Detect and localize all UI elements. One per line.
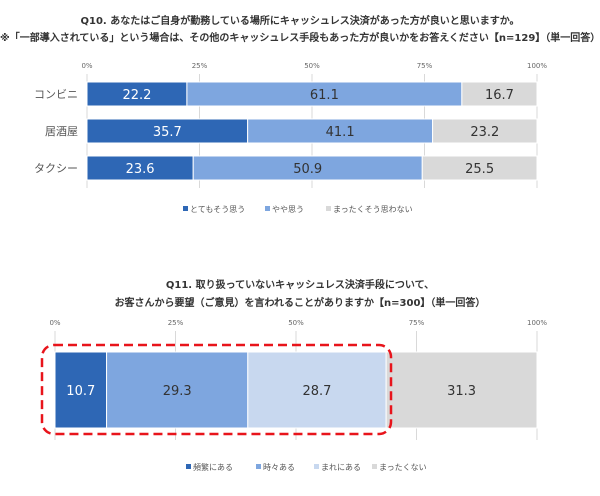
q10-title: Q10. あなたはご自身が勤務している場所にキャッシュレス決済があった方が良いと… — [80, 16, 520, 27]
category-label-0-1: 居酒屋 — [45, 125, 78, 138]
legend-label-0-1: やや思う — [272, 205, 304, 214]
legend-label-1-1: 時々ある — [263, 463, 295, 472]
bar-0-2-2 — [421, 155, 538, 181]
data-label-0-0-0: 22.2 — [122, 88, 151, 103]
tick-label-1-3: 75% — [409, 319, 425, 327]
tick-label-1-4: 100% — [527, 319, 547, 327]
legend-swatch-0-1 — [265, 206, 270, 211]
data-label-0-2-2: 25.5 — [465, 162, 494, 177]
data-label-0-0-2: 16.7 — [485, 88, 514, 103]
legend-swatch-1-2 — [314, 464, 319, 469]
legend-label-0-2: まったくそう思わない — [333, 205, 413, 214]
tick-label-0-2: 50% — [304, 62, 320, 70]
legend-label-1-2: まれにある — [321, 463, 361, 472]
legend-swatch-1-0 — [186, 464, 191, 469]
data-label-1-0-2: 28.7 — [302, 384, 331, 399]
bar-1-0-2 — [247, 351, 387, 429]
legend-label-1-0: 頻繁にある — [193, 462, 233, 472]
data-label-0-1-0: 35.7 — [153, 125, 182, 140]
data-label-1-0-1: 29.3 — [163, 384, 192, 399]
legend-label-0-0: とてもそう思う — [190, 205, 245, 214]
tick-label-1-2: 50% — [288, 319, 304, 327]
category-label-0-0: コンビニ — [34, 88, 78, 101]
category-label-0-2: タクシー — [34, 162, 78, 175]
legend-swatch-1-3 — [372, 464, 377, 469]
tick-label-0-4: 100% — [527, 62, 547, 70]
tick-label-0-0: 0% — [81, 62, 92, 70]
data-label-0-1-2: 23.2 — [470, 125, 499, 140]
data-label-1-0-3: 31.3 — [447, 384, 476, 399]
bar-0-0-0 — [86, 81, 188, 107]
data-label-1-0-0: 10.7 — [66, 384, 95, 399]
tick-label-1-1: 25% — [168, 319, 184, 327]
bar-0-0-1 — [186, 81, 463, 107]
bar-0-2-0 — [86, 155, 194, 181]
data-label-0-2-0: 23.6 — [126, 162, 155, 177]
tick-label-0-3: 75% — [417, 62, 433, 70]
bar-0-1-1 — [247, 118, 434, 144]
bar-1-0-0 — [54, 351, 108, 429]
tick-label-1-0: 0% — [49, 319, 60, 327]
bar-1-0-3 — [385, 351, 538, 429]
q11-title: Q11. 取り扱っていないキャッシュレス決済手段について、 — [165, 280, 435, 291]
data-label-0-1-1: 41.1 — [326, 125, 355, 140]
legend-swatch-0-2 — [326, 206, 331, 211]
bar-0-2-1 — [192, 155, 423, 181]
q10-subtitle: ※「一部導入されている」という場合は、その他のキャッシュレス手段もあった方が良い… — [0, 33, 600, 44]
data-label-0-2-1: 50.9 — [293, 162, 322, 177]
legend-swatch-0-0 — [183, 206, 188, 211]
tick-label-0-1: 25% — [192, 62, 208, 70]
bar-0-1-2 — [432, 118, 538, 144]
legend-swatch-1-1 — [256, 464, 261, 469]
q11-subtitle: お客さんから要望（ご意見）を言われることがありますか【n=300】（単一回答） — [114, 298, 486, 309]
data-label-0-0-1: 61.1 — [310, 88, 339, 103]
legend-label-1-3: まったくない — [379, 463, 427, 472]
bar-0-0-2 — [461, 81, 538, 107]
bar-1-0-1 — [106, 351, 249, 429]
highlight-box — [40, 343, 393, 436]
